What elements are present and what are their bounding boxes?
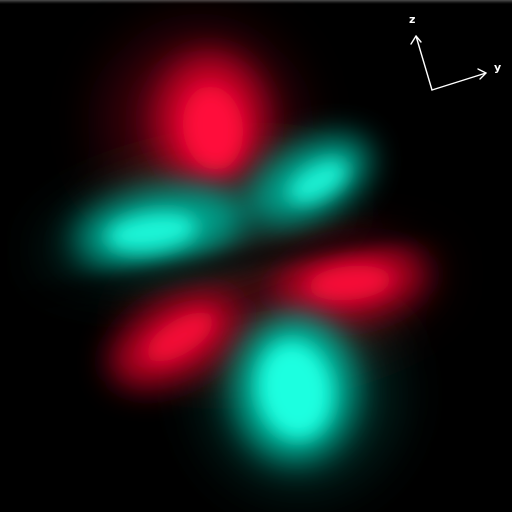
lobe-top-positive-core: [182, 86, 244, 170]
y-axis-label: y: [494, 61, 502, 74]
band-lower-positive-core: [146, 265, 392, 362]
z-axis-line: [415, 35, 433, 91]
y-axis-line: [431, 72, 487, 91]
y-axis-arrowhead: [477, 68, 487, 80]
lobe-bottom-negative-core: [258, 342, 332, 438]
z-axis-arrowhead: [410, 35, 422, 45]
axis-triad: z y: [402, 10, 502, 100]
nodal-plane: [0, 192, 512, 321]
viewport-top-border: [0, 0, 512, 4]
band-upper-negative-core: [107, 160, 347, 251]
axis-arrows: [410, 35, 487, 91]
z-axis-label: z: [409, 13, 416, 26]
